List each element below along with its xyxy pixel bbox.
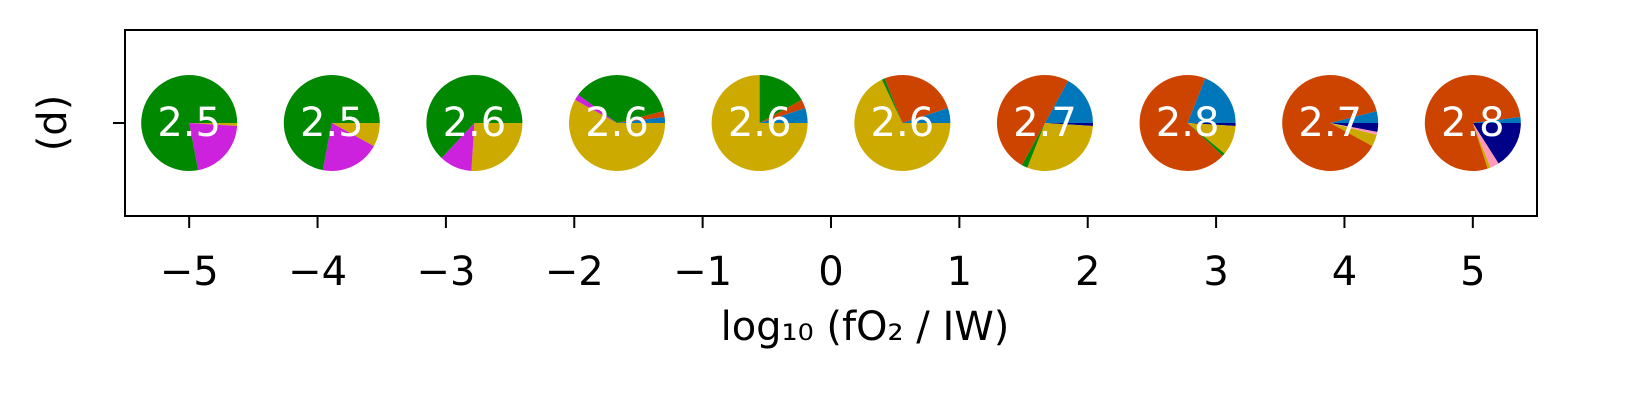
pie-wedge [1472,123,1499,168]
pie-label: 2.6 [871,100,935,146]
pie-wedge [141,75,238,171]
pie-wedge [1424,75,1521,171]
pie-wedge [322,123,374,172]
pie-label: 2.6 [728,100,792,146]
pie-label: 2.6 [585,100,649,146]
pie-wedge [1282,75,1377,172]
x-tick-label: −1 [673,249,732,295]
pie-wedge [1187,123,1236,154]
pie-wedge [1027,123,1093,171]
pie-wedge [471,123,523,171]
pie-label: 2.7 [1298,100,1362,146]
pie-wedge [1044,123,1093,127]
pie-wedge [569,99,666,172]
pie-wedge [1330,123,1379,132]
x-tick-label: 1 [947,249,972,295]
pie-wedge [1472,116,1521,123]
pie-wedge [1187,123,1225,156]
pie-wedge [854,79,951,171]
y-axis-label: (d) [30,95,76,152]
pie-label: 2.8 [1441,100,1505,146]
pie-wedge [884,75,949,123]
pie-wedge [617,111,665,123]
x-tick-label: 4 [1332,249,1357,295]
pie-wedge [578,74,664,123]
x-tick-label: −5 [160,249,219,295]
pie-label: 2.5 [157,100,221,146]
pie-wedge [1044,80,1093,123]
x-tick-label: 2 [1075,249,1100,295]
pie-wedge [1187,78,1236,123]
pie-wedge [759,108,808,123]
pie-wedge [1472,123,1521,164]
plot-frame [124,29,1538,217]
pie-wedge [283,75,380,171]
pie-wedge [1187,123,1236,127]
pie-wedge [189,123,238,127]
pie-wedge [189,123,238,171]
x-axis-label: log₁₀ (fO₂ / IW) [721,304,1010,350]
pie-wedge [1330,123,1377,147]
x-tick-label: −4 [288,249,347,295]
pie-wedge [759,75,802,123]
x-tick-label: 3 [1203,249,1228,295]
pie-wedge [759,99,806,123]
x-tick-label: 0 [818,249,843,295]
pie-wedge [1139,75,1223,172]
x-tick-label: −3 [416,249,475,295]
x-tick-label: −2 [545,249,604,295]
pie-wedge [426,75,523,158]
pie-wedge [902,108,951,123]
pie-wedge [996,74,1069,166]
pie-wedge [1472,123,1491,169]
pie-wedge [441,123,475,171]
pie-label: 2.5 [300,100,364,146]
pie-label: 2.7 [1013,100,1077,146]
pie-label: 2.6 [443,100,507,146]
pie-wedge [1021,123,1045,168]
pie-label: 2.8 [1156,100,1220,146]
pie-wedge [881,78,903,123]
pie-wedge [331,123,380,147]
pie-wedge [1330,123,1378,135]
pie-wedge [574,94,618,123]
pie-wedge [617,116,666,123]
pie-wedge [1330,111,1379,123]
x-tick-label: 5 [1460,249,1485,295]
